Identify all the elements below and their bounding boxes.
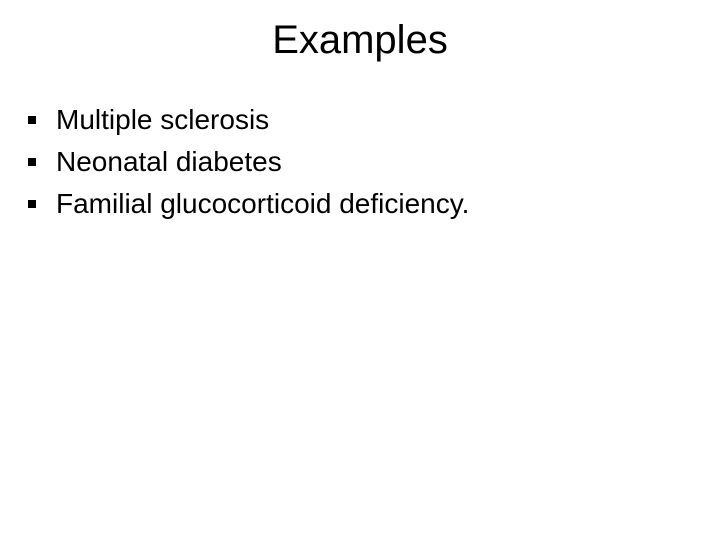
slide: Examples Multiple sclerosis Neonatal dia… xyxy=(0,0,720,540)
bullet-text: Familial glucocorticoid deficiency. xyxy=(56,185,720,223)
bullet-text: Neonatal diabetes xyxy=(56,143,720,181)
bullet-icon xyxy=(28,116,36,124)
list-item: Neonatal diabetes xyxy=(28,143,720,181)
slide-title: Examples xyxy=(0,18,720,63)
bullet-icon xyxy=(28,200,36,208)
bullet-text: Multiple sclerosis xyxy=(56,101,720,139)
list-item: Familial glucocorticoid deficiency. xyxy=(28,185,720,223)
list-item: Multiple sclerosis xyxy=(28,101,720,139)
bullet-icon xyxy=(28,158,36,166)
bullet-list: Multiple sclerosis Neonatal diabetes Fam… xyxy=(0,101,720,222)
